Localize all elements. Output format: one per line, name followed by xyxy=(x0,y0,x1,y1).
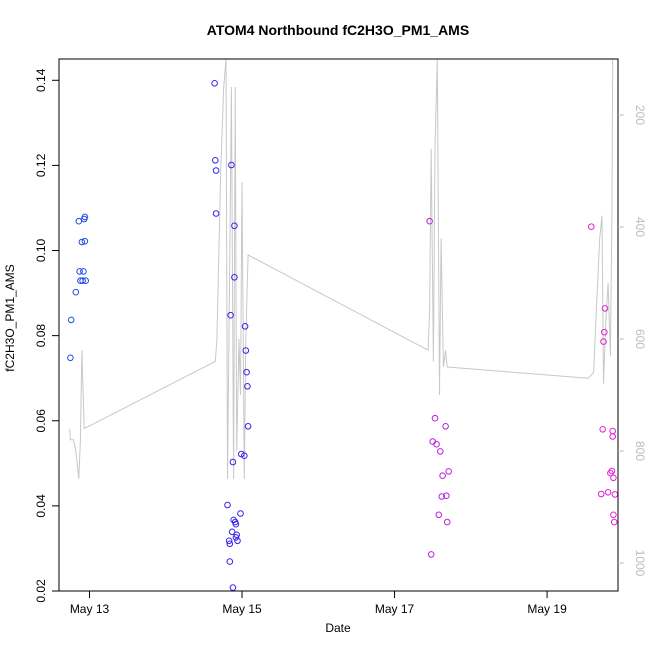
data-point xyxy=(244,423,252,430)
data-point xyxy=(212,157,219,164)
data-point xyxy=(601,328,608,336)
data-point xyxy=(78,238,86,246)
data-point xyxy=(242,347,250,354)
x-tick-label: May 19 xyxy=(527,602,567,616)
data-point xyxy=(72,288,80,296)
y2-tick-label: 400 xyxy=(633,217,647,237)
data-point xyxy=(231,222,238,230)
data-point xyxy=(212,167,220,174)
y-tick-label: 0.14 xyxy=(34,68,48,92)
data-point xyxy=(609,427,617,435)
secondary-trace-line xyxy=(69,59,614,480)
data-point xyxy=(442,423,449,430)
data-point xyxy=(608,467,616,475)
axes-layer: May 13 May 15 May 17 May 19 0.02 0.04 0.06 0.08… xyxy=(34,68,647,616)
y-tick-label: 0.12 xyxy=(34,153,48,177)
data-point xyxy=(439,472,446,480)
y2-tick-label: 200 xyxy=(633,105,647,125)
data-point xyxy=(600,338,607,345)
data-point xyxy=(243,368,250,376)
y2-tick-label: 1000 xyxy=(633,550,647,577)
data-point xyxy=(75,217,83,225)
data-point xyxy=(435,511,443,519)
data-point xyxy=(228,528,236,536)
x-tick-label: May 13 xyxy=(70,602,110,616)
data-point xyxy=(81,213,89,221)
x-tick-label: May 17 xyxy=(375,602,415,616)
plot-frame xyxy=(58,58,619,592)
data-point xyxy=(80,268,87,275)
data-point xyxy=(609,433,617,440)
data-point xyxy=(599,426,607,433)
data-point xyxy=(81,237,89,245)
secondary-trace-layer xyxy=(69,59,614,480)
data-point xyxy=(234,537,241,545)
data-point xyxy=(232,520,240,528)
data-point xyxy=(597,490,605,498)
data-point xyxy=(445,468,453,475)
data-point xyxy=(237,510,244,517)
y-tick-label: 0.02 xyxy=(34,579,48,603)
data-point xyxy=(67,316,75,324)
data-point xyxy=(82,277,89,285)
data-point xyxy=(67,354,74,362)
y2-tick-label: 800 xyxy=(633,441,647,461)
data-point xyxy=(241,452,248,460)
x-axis-label: Date xyxy=(325,621,351,635)
data-point xyxy=(229,458,237,466)
data-point xyxy=(229,584,237,591)
data-point xyxy=(426,217,433,225)
data-point xyxy=(76,268,83,275)
data-point xyxy=(226,558,234,565)
data-point xyxy=(443,518,451,526)
x-tick-label: May 15 xyxy=(222,602,262,616)
data-point xyxy=(611,491,619,498)
data-point xyxy=(610,518,618,526)
y-tick-label: 0.10 xyxy=(34,238,48,262)
y-tick-label: 0.08 xyxy=(34,324,48,348)
data-point xyxy=(244,383,251,390)
data-point xyxy=(231,274,238,281)
data-point xyxy=(427,551,435,558)
data-point xyxy=(226,540,234,548)
data-point xyxy=(241,323,249,330)
data-point xyxy=(431,414,439,422)
data-point xyxy=(224,501,231,509)
y2-tick-label: 600 xyxy=(633,329,647,349)
y-tick-label: 0.06 xyxy=(34,409,48,433)
data-point xyxy=(433,440,440,448)
data-point xyxy=(212,210,220,217)
data-point xyxy=(79,277,86,285)
data-point xyxy=(437,448,444,455)
data-point xyxy=(604,489,612,496)
data-point xyxy=(211,80,218,87)
data-point xyxy=(443,492,450,500)
data-point xyxy=(601,305,609,312)
chart-title: ATOM4 Northbound fC2H3O_PM1_AMS xyxy=(207,22,469,38)
y-tick-label: 0.04 xyxy=(34,494,48,518)
data-point xyxy=(610,511,617,519)
data-point xyxy=(610,474,617,482)
y-axis-label: fC2H3O_PM1_AMS xyxy=(3,264,17,371)
data-point xyxy=(225,537,233,545)
data-point xyxy=(227,311,234,319)
data-point xyxy=(588,223,595,230)
data-points-layer xyxy=(67,80,619,591)
data-point xyxy=(438,493,446,500)
data-point xyxy=(228,161,235,169)
